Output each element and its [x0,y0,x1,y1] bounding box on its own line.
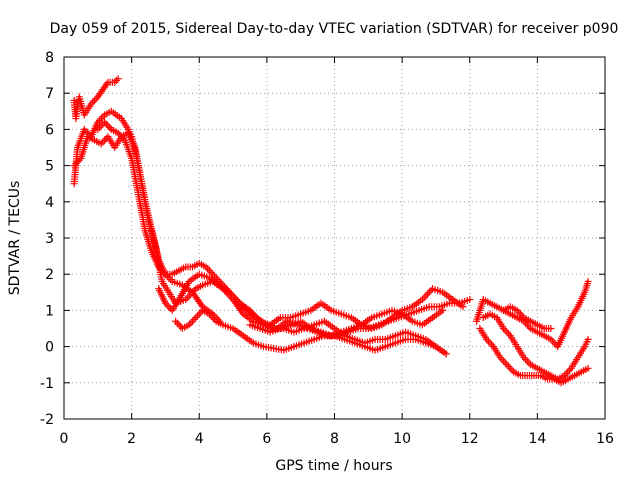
data-point [97,122,105,130]
y-tick-label: -1 [40,376,54,392]
x-tick-label: 14 [528,431,546,447]
data-point [423,290,431,298]
data-point [420,294,428,302]
data-point [442,350,450,358]
data-point [500,357,508,365]
data-point [177,323,185,331]
data-point [466,296,474,304]
y-tick-label: 3 [45,231,54,247]
data-point [185,292,193,300]
plot-frame [63,56,606,420]
data-point [207,268,215,276]
data-point [172,317,180,325]
data-point [194,312,202,320]
series-track-10 [479,310,592,383]
series-track-6 [172,306,450,358]
x-tick-label: 2 [127,431,136,447]
series-track-11 [500,303,555,332]
chart-title: Day 059 of 2015, Sidereal Day-to-day VTE… [50,21,619,37]
y-tick-label: -2 [40,412,54,428]
x-tick-label: 8 [330,431,339,447]
x-tick-label: 12 [461,431,479,447]
data-point [190,315,198,323]
data-point [97,115,105,123]
data-point [564,368,572,376]
x-tick-label: 0 [60,431,69,447]
data-point [165,274,173,282]
data-point [104,122,112,130]
x-tick-label: 4 [195,431,204,447]
y-tick-label: 2 [45,267,54,283]
data-point [439,306,447,314]
data-point [114,75,122,83]
data-point [99,138,107,146]
data-point [505,363,513,371]
y-axis-label: SDTVAR / TECUs [7,181,23,296]
data-point [547,325,555,332]
data-point [102,120,110,128]
y-tick-label: 6 [45,122,54,138]
y-tick-label: 8 [45,50,54,66]
data-series [70,75,592,387]
y-tick-label: 1 [45,303,54,319]
data-point [486,339,494,347]
data-point [173,319,181,327]
series-track-1 [70,75,122,123]
data-point [101,118,109,126]
data-point [427,286,435,294]
data-point [229,292,237,300]
y-tick-label: 7 [45,86,54,102]
data-point [584,364,592,372]
data-point [188,317,196,325]
data-point [501,359,509,367]
y-tick-label: 4 [45,195,54,211]
series-track-7 [246,306,447,340]
data-point [523,357,531,365]
data-point [112,77,120,85]
data-point [165,303,173,311]
x-tick-label: 6 [262,431,271,447]
data-point [584,335,592,343]
series-track-9 [476,325,592,387]
data-point [459,303,467,311]
data-point [506,364,514,372]
x-axis-label: GPS time / hours [275,458,392,474]
data-point [205,267,213,275]
grid [64,57,605,419]
x-tick-label: 10 [393,431,411,447]
y-tick-label: 0 [45,340,54,356]
data-point [503,328,511,336]
x-tick-label: 16 [596,431,614,447]
data-point [584,277,592,285]
data-point [503,361,511,369]
data-point [422,292,430,300]
data-point [90,96,98,104]
y-tick-label: 5 [45,159,54,175]
data-point [227,290,235,298]
data-point [231,294,239,302]
data-point [192,314,200,322]
